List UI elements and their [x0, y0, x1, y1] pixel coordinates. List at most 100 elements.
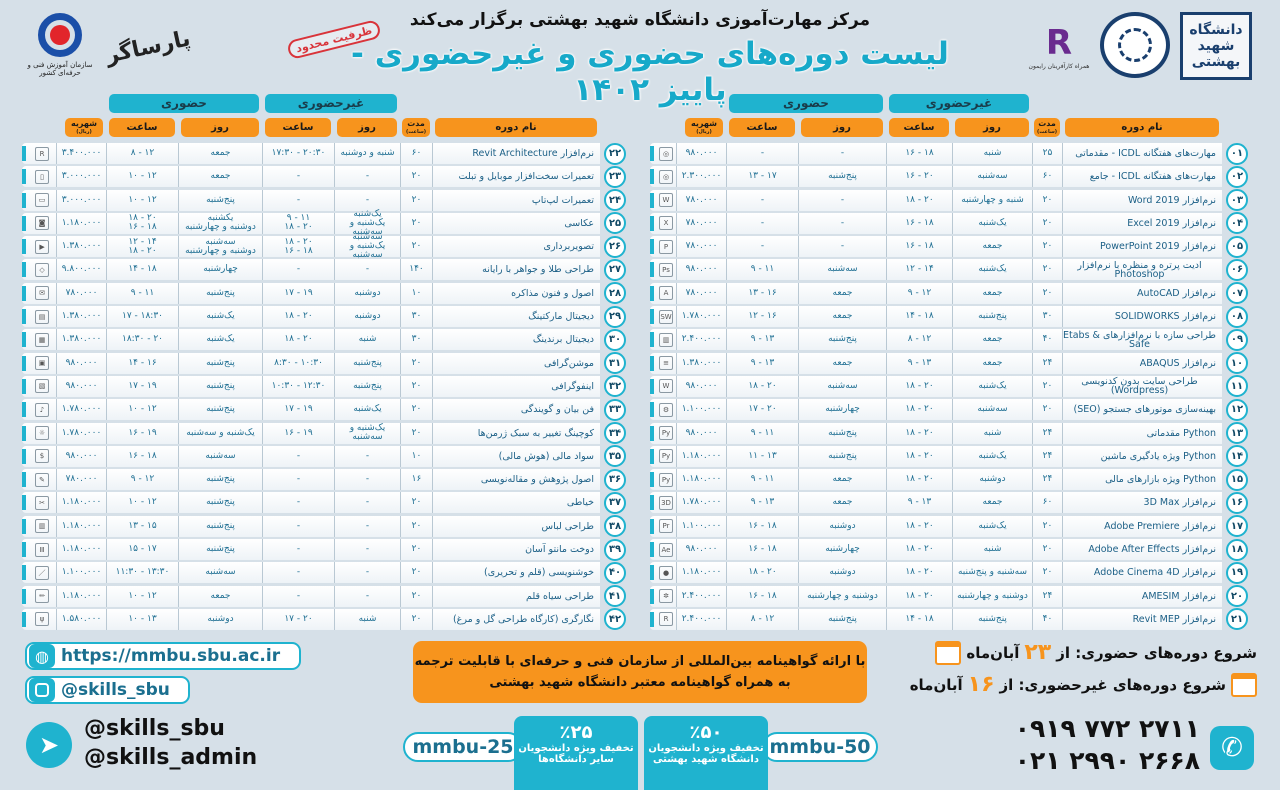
table-row[interactable]: ۳۶ اصول پژوهش و مقاله‌نویسی ۱۶- - پنج‌شنبه ۹ … — [22, 467, 630, 492]
col-header-online-day: روز — [337, 118, 397, 137]
table-row[interactable]: ۳۹ دوخت مانتو آسان ۲۰- - پنج‌شنبه ۱۵ - ۱۷ ۱.۱۸… — [22, 537, 630, 562]
table-row[interactable]: ۱۲ بهینه‌سازی موتورهای جستجو (SEO) ۲۰ سه‌شن… — [650, 397, 1252, 422]
table-row[interactable]: ۲۲ نرم‌افزار Revit Architecture ۶۰ شنبه و د… — [22, 141, 630, 166]
table-row[interactable]: ۴۲ نگارگری (کارگاه طراحی گل و مرغ) ۲۰ شنبه ۱… — [22, 607, 630, 632]
table-row[interactable]: ۳۳ فن بیان و گویندگی ۲۰ یک‌شنبه ۱۷ - ۱۹ پنج‌ش… — [22, 397, 630, 422]
col-header-name: نام دوره — [435, 118, 597, 137]
microphone-icon: ♪ — [35, 402, 49, 417]
course-name: خوشنویسی (قلم و تحریری) — [432, 562, 600, 584]
course-fee: ۱.۱۰۰.۰۰۰ — [676, 399, 726, 421]
col-header-fee: شهریه (ریال) — [685, 118, 723, 137]
table-row[interactable]: ۰۴ نرم‌افزار Excel 2019 ۲۰ یک‌شنبه ۱۶ - ۱۸- -… — [650, 211, 1252, 236]
row-marker — [22, 215, 26, 231]
table-row[interactable]: ۰۸ نرم‌افزار SOLIDWORKS ۳۰ پنج‌شنبه ۱۴ - ۱۸ ج… — [650, 304, 1252, 329]
course-fee: ۷۸۰.۰۰۰ — [56, 282, 106, 304]
group-header-online: غیرحضوری — [265, 93, 397, 113]
discount-code-25[interactable]: mmbu-25 — [403, 732, 523, 762]
table-row[interactable]: ۲۰ نرم‌افزار AMESIM ۲۴ دوشنبه و چهارشنبه ۱۸ … — [650, 584, 1252, 609]
course-in-person-hour: ۱۲ - ۱۴ ۱۸ - ۲۰ — [106, 236, 178, 258]
table-row[interactable]: ۲۷ طراحی طلا و جواهر با رایانه ۱۴۰- - چهارشن… — [22, 257, 630, 282]
table-row[interactable]: ۲۴ تعمیرات لپ‌تاپ ۲۰- - پنج‌شنبه ۱۰ - ۱۲ ۳.۰۰۰… — [22, 188, 630, 213]
table-row[interactable]: ۱۶ نرم‌افزار 3D Max ۶۰ جمعه ۹ - ۱۳ جمعه ۹ - ۱۳… — [650, 490, 1252, 515]
telegram-id-2[interactable]: @skills_admin — [84, 745, 258, 770]
table-row[interactable]: ۲۱ نرم‌افزار Revit MEP ۴۰ پنج‌شنبه ۱۴ - ۱۸ پن… — [650, 607, 1252, 632]
col-header-online-day: روز — [955, 118, 1029, 137]
course-duration: ۶۰ — [400, 143, 432, 164]
course-number: ۲۸ — [604, 282, 626, 305]
course-online-day: پنج‌شنبه — [952, 608, 1032, 630]
row-marker — [650, 472, 654, 488]
marketing-icon: ▤ — [35, 309, 49, 324]
course-online-hour: ۱۸ - ۲۰ — [886, 399, 952, 421]
course-duration: ۲۰ — [1032, 189, 1062, 211]
table-row[interactable]: ۳۵ سواد مالی (هوش مالی) ۱۰- - سه‌شنبه ۱۶ - ۱۸… — [22, 444, 630, 469]
course-name: نرم‌افزار AMESIM — [1062, 585, 1222, 607]
table-row[interactable]: ۲۹ دیجیتال مارکتینگ ۳۰ دوشنبه ۱۸ - ۲۰ یک‌شنبه… — [22, 304, 630, 329]
phone-number-2[interactable]: ۰۲۱ ۲۹۹۰ ۲۶۶۸ — [1014, 746, 1200, 775]
telegram-id-1[interactable]: @skills_sbu — [84, 716, 225, 741]
telegram-icon[interactable]: ➤ — [26, 722, 72, 768]
table-row[interactable]: ۲۳ تعمیرات سخت‌افزار موبایل و تبلت ۲۰- - جمع… — [22, 164, 630, 189]
table-row[interactable]: ۱۳ Python مقدماتی ۲۴ شنبه ۱۸ - ۲۰ پنج‌شنبه ۹ -… — [650, 421, 1252, 446]
course-online-day: - — [334, 445, 400, 467]
course-fee: ۹۸۰.۰۰۰ — [56, 352, 106, 374]
table-row[interactable]: ۱۵ Python ویژه بازارهای مالی ۲۴ دوشنبه ۱۸ - … — [650, 467, 1252, 492]
course-online-hour: ۱۶ - ۱۸ — [886, 212, 952, 234]
table-row[interactable]: ۱۱ طراحی سایت بدون کدنویسی (Wordpress) ۲۰ ی… — [650, 374, 1252, 399]
table-row[interactable]: ۰۱ مهارت‌های هفتگانه ICDL - مقدماتی ۲۵ شنبه… — [650, 141, 1252, 166]
course-duration: ۴۰ — [1032, 329, 1062, 351]
course-in-person-day: پنج‌شنبه — [798, 608, 886, 630]
table-row[interactable]: ۰۳ نرم‌افزار Word 2019 ۲۰ شنبه و چهارشنبه ۱۸… — [650, 188, 1252, 213]
course-fee: ۱.۱۰۰.۰۰۰ — [56, 562, 106, 584]
table-row[interactable]: ۴۰ خوشنویسی (قلم و تحریری) ۲۰- - سه‌شنبه ۱۱:۳… — [22, 560, 630, 585]
course-duration: ۲۴ — [1032, 469, 1062, 491]
course-online-hour: - — [262, 445, 334, 467]
website-link[interactable]: ◍ https://mmbu.sbu.ac.ir — [25, 642, 301, 670]
course-fee: ۹.۸۰۰.۰۰۰ — [56, 259, 106, 281]
icdl-icon: ◎ — [659, 169, 673, 184]
table-row[interactable]: ۰۶ ادیت پرتره و منظره با نرم‌افزار Photos… — [650, 257, 1252, 282]
course-online-day: شنبه — [952, 422, 1032, 444]
table-row[interactable]: ۰۷ نرم‌افزار AutoCAD ۲۰ جمعه ۹ - ۱۲ جمعه ۱۳ - … — [650, 281, 1252, 306]
table-row[interactable]: ۲۶ تصویربرداری ۲۰ سه‌شنبه یک‌شنبه و سه‌شنبه… — [22, 233, 630, 260]
instagram-link[interactable]: @skills_sbu — [25, 676, 190, 704]
course-number: ۲۵ — [604, 212, 626, 235]
phone-number-1[interactable]: ۰۹۱۹ ۷۷۲ ۲۷۱۱ — [1014, 714, 1200, 743]
table-row[interactable]: ۰۹ طراحی سازه با نرم‌افزارهای Etabs & Saf… — [650, 327, 1252, 352]
table-row[interactable]: ۴۱ طراحی سیاه قلم ۲۰- - جمعه ۱۰ - ۱۲ ۱.۱۸۰.۰۰۰… — [22, 584, 630, 609]
table-row[interactable]: ۱۴ Python ویژه یادگیری ماشین ۲۴ یک‌شنبه ۱۸ -… — [650, 444, 1252, 469]
motion-graphics-icon: ▣ — [35, 356, 49, 371]
course-duration: ۲۴ — [1032, 585, 1062, 607]
table-row[interactable]: ۲۸ اصول و فنون مذاکره ۱۰ دوشنبه ۱۷ - ۱۹ پنج‌ش… — [22, 281, 630, 306]
course-name: نرم‌افزار Revit MEP — [1062, 608, 1222, 630]
table-row[interactable]: ۱۰ نرم‌افزار ABAQUS ۲۴ جمعه ۹ - ۱۳ جمعه ۹ - ۱۳… — [650, 351, 1252, 376]
table-row[interactable]: ۱۹ نرم‌افزار Adobe Cinema 4D ۲۰ سه‌شنبه و پ… — [650, 560, 1252, 585]
table-row[interactable]: ۳۱ موشن‌گرافی ۲۰ پنج‌شنبه ۸:۳۰ - ۱۰:۳۰ پنج‌شن… — [22, 351, 630, 376]
table-row[interactable]: ۳۸ طراحی لباس ۲۰- - پنج‌شنبه ۱۳ - ۱۵ ۱.۱۸۰.۰۰۰… — [22, 514, 630, 539]
table-row[interactable]: ۳۴ کوچینگ تغییر به سبک ژرمن‌ها ۲۰ یک‌شنبه و… — [22, 421, 630, 446]
table-row[interactable]: ۲۵ عکاسی ۲۰ یک‌شنبه یک‌شنبه و سه‌شنبه ۹ - ۱۱… — [22, 209, 630, 236]
table-row[interactable]: ۳۰ دیجیتال برندینگ ۳۰ شنبه ۱۸ - ۲۰ یک‌شنبه ۱۸:… — [22, 327, 630, 352]
course-in-person-hour: ۹ - ۱۱ — [726, 259, 798, 281]
course-fee: ۱.۱۰۰.۰۰۰ — [676, 515, 726, 537]
table-row[interactable]: ۳۷ خیاطی ۲۰- - پنج‌شنبه ۱۰ - ۱۲ ۱.۱۸۰.۰۰۰ ✂ — [22, 490, 630, 515]
course-duration: ۳۰ — [400, 329, 432, 351]
table-row[interactable]: ۳۲ اینفوگرافی ۲۰ پنج‌شنبه ۱۰:۳۰ - ۱۲:۳۰ پنج‌ش… — [22, 374, 630, 399]
discount-code-50[interactable]: mmbu-50 — [762, 732, 878, 762]
course-fee: ۲.۴۰۰.۰۰۰ — [676, 329, 726, 351]
course-in-person-hour: ۱۸ - ۲۰ ۱۶ - ۱۸ — [106, 212, 178, 234]
table-row[interactable]: ۱۷ نرم‌افزار Adobe Premiere ۲۰ یک‌شنبه ۱۸ - … — [650, 514, 1252, 539]
course-name: موشن‌گرافی — [432, 352, 600, 374]
table-row[interactable]: ۱۸ نرم‌افزار Adobe After Effects ۲۰ شنبه ۱۸ … — [650, 537, 1252, 562]
course-online-day: یک‌شنبه — [952, 515, 1032, 537]
table-row[interactable]: ۰۲ مهارت‌های هفتگانه ICDL - جامع ۶۰ سه‌شنبه… — [650, 164, 1252, 189]
course-number: ۱۸ — [1226, 538, 1248, 561]
infographic-icon: ▧ — [35, 379, 49, 394]
course-name: نرم‌افزار Adobe Cinema 4D — [1062, 562, 1222, 584]
table-row[interactable]: ۰۵ نرم‌افزار PowerPoint 2019 ۲۰ جمعه ۱۶ - ۱۸… — [650, 234, 1252, 259]
course-in-person-day: پنج‌شنبه — [798, 166, 886, 188]
course-online-day: جمعه — [952, 329, 1032, 351]
course-in-person-day: پنج‌شنبه — [178, 492, 262, 514]
row-marker — [22, 588, 26, 604]
excel-icon: X — [659, 216, 673, 231]
